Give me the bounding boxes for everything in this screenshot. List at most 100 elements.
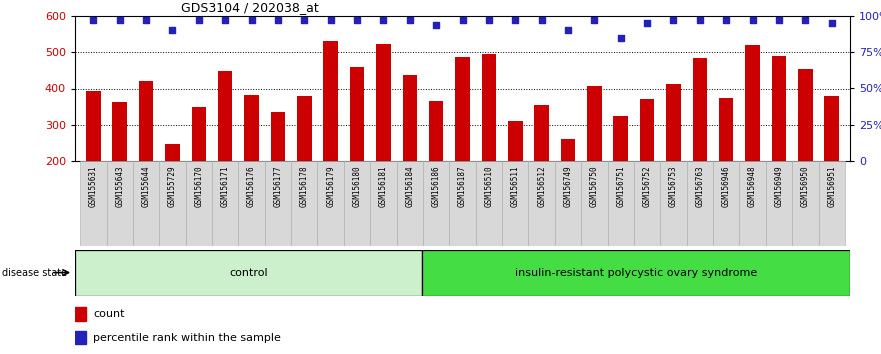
Point: [719, 17, 733, 23]
Bar: [244, 95, 259, 161]
Text: GSM156946: GSM156946: [722, 165, 730, 207]
Bar: [376, 44, 390, 161]
Text: GSM156187: GSM156187: [458, 165, 467, 207]
Bar: [739, 161, 766, 246]
Bar: [766, 161, 792, 246]
Point: [323, 17, 337, 23]
Text: GSM155644: GSM155644: [142, 165, 151, 207]
Bar: [166, 144, 180, 161]
Bar: [455, 57, 470, 161]
Bar: [825, 96, 839, 161]
Bar: [297, 96, 312, 161]
Bar: [476, 161, 502, 246]
Text: GSM156184: GSM156184: [405, 165, 414, 207]
Text: GSM156950: GSM156950: [801, 165, 810, 207]
Point: [535, 17, 549, 23]
Bar: [370, 161, 396, 246]
Point: [455, 17, 470, 23]
Bar: [403, 75, 417, 161]
Text: disease state: disease state: [2, 268, 67, 278]
Bar: [692, 58, 707, 161]
Text: GSM156951: GSM156951: [827, 165, 836, 207]
Bar: [291, 161, 317, 246]
Point: [482, 17, 496, 23]
Bar: [686, 161, 713, 246]
Bar: [86, 91, 100, 161]
Text: GSM155631: GSM155631: [89, 165, 98, 207]
Bar: [640, 99, 655, 161]
Text: GSM156512: GSM156512: [537, 165, 546, 207]
Bar: [422, 250, 850, 296]
Bar: [745, 45, 759, 161]
Point: [772, 17, 786, 23]
Point: [376, 17, 390, 23]
Text: GSM156186: GSM156186: [432, 165, 440, 207]
Bar: [350, 67, 365, 161]
Bar: [666, 84, 681, 161]
Text: GSM156949: GSM156949: [774, 165, 783, 207]
Text: GSM156749: GSM156749: [564, 165, 573, 207]
Bar: [133, 161, 159, 246]
Bar: [529, 161, 555, 246]
Bar: [75, 331, 85, 344]
Bar: [270, 112, 285, 161]
Point: [745, 17, 759, 23]
Point: [798, 17, 812, 23]
Bar: [560, 139, 575, 161]
Bar: [265, 161, 291, 246]
Bar: [344, 161, 370, 246]
Text: GDS3104 / 202038_at: GDS3104 / 202038_at: [181, 1, 318, 14]
Bar: [113, 102, 127, 161]
Bar: [396, 161, 423, 246]
Text: GSM156752: GSM156752: [642, 165, 652, 207]
Point: [139, 17, 153, 23]
Text: GSM156171: GSM156171: [221, 165, 230, 207]
Text: percentile rank within the sample: percentile rank within the sample: [93, 332, 281, 343]
Bar: [423, 161, 449, 246]
Point: [113, 17, 127, 23]
Bar: [587, 86, 602, 161]
Text: GSM156176: GSM156176: [247, 165, 256, 207]
Text: GSM156178: GSM156178: [300, 165, 309, 207]
Bar: [482, 54, 496, 161]
Bar: [634, 161, 660, 246]
Text: GSM155729: GSM155729: [168, 165, 177, 207]
Point: [825, 20, 839, 26]
Bar: [713, 161, 739, 246]
Point: [666, 17, 680, 23]
Bar: [502, 161, 529, 246]
Point: [640, 20, 655, 26]
Bar: [107, 161, 133, 246]
Point: [429, 22, 443, 28]
Point: [561, 28, 575, 33]
Point: [350, 17, 364, 23]
Bar: [80, 161, 107, 246]
Text: GSM156751: GSM156751: [616, 165, 626, 207]
Bar: [239, 161, 265, 246]
Bar: [772, 56, 786, 161]
Point: [245, 17, 259, 23]
Text: GSM156181: GSM156181: [379, 165, 388, 207]
Point: [692, 17, 707, 23]
Bar: [159, 161, 186, 246]
Text: GSM155643: GSM155643: [115, 165, 124, 207]
Point: [166, 28, 180, 33]
Bar: [818, 161, 845, 246]
Bar: [608, 161, 634, 246]
Bar: [212, 161, 239, 246]
Bar: [75, 250, 422, 296]
Point: [403, 17, 417, 23]
Point: [297, 17, 311, 23]
Bar: [139, 80, 153, 161]
Text: GSM156510: GSM156510: [485, 165, 493, 207]
Text: GSM156750: GSM156750: [590, 165, 599, 207]
Bar: [75, 307, 85, 321]
Text: GSM156170: GSM156170: [195, 165, 204, 207]
Bar: [317, 161, 344, 246]
Bar: [798, 69, 812, 161]
Bar: [218, 72, 233, 161]
Bar: [323, 41, 338, 161]
Point: [588, 17, 602, 23]
Point: [86, 17, 100, 23]
Text: GSM156948: GSM156948: [748, 165, 757, 207]
